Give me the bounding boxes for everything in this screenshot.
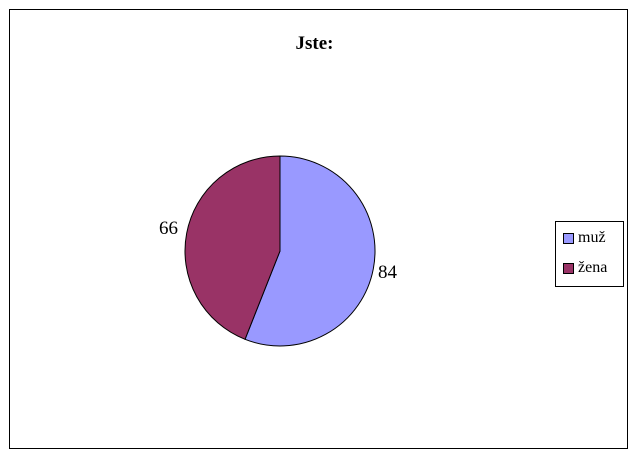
legend-item-zena: žena	[563, 258, 607, 278]
pie-chart	[184, 155, 376, 347]
legend-swatch-zena	[563, 262, 574, 274]
chart-legend: muž žena	[555, 221, 624, 287]
legend-swatch-muz	[563, 232, 574, 244]
legend-label-zena: žena	[578, 259, 608, 276]
pie-slice-zena	[184, 155, 281, 340]
legend-item-muz: muž	[563, 228, 606, 248]
chart-title: Jste:	[295, 33, 334, 54]
legend-label-muz: muž	[578, 229, 606, 246]
slice-label-muz: 84	[378, 262, 397, 283]
pie-slice-muz	[244, 155, 376, 347]
slice-label-zena: 66	[159, 218, 178, 239]
